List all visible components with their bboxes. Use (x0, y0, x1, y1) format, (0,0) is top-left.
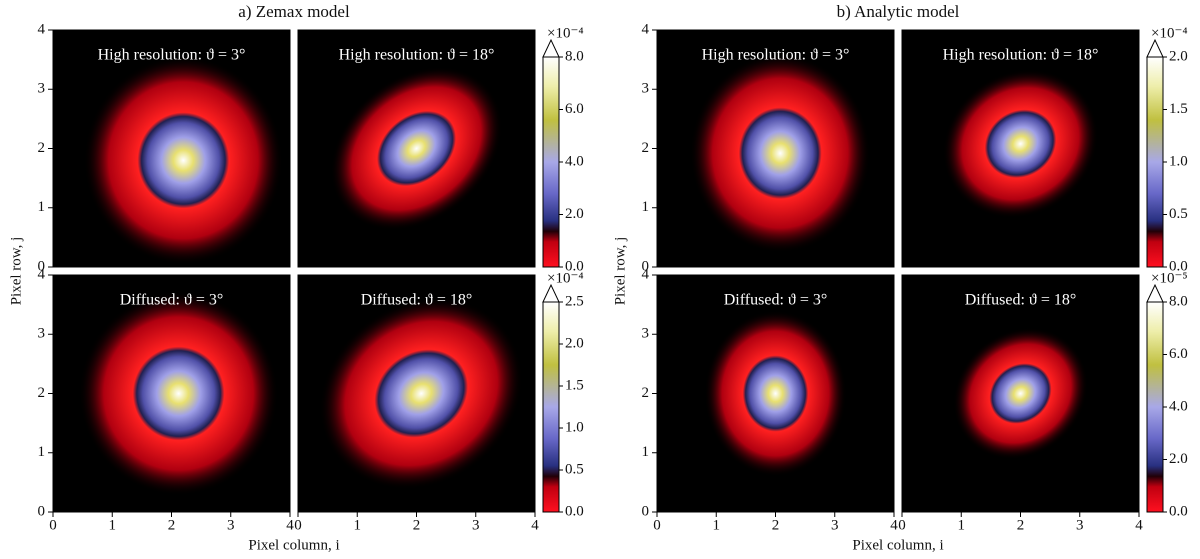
x-tick-label: 3 (831, 517, 839, 533)
x-tick-label: 4 (286, 517, 294, 533)
x-tick-label: 4 (1135, 517, 1143, 533)
panel-title: Diffused: ϑ = 3° (120, 292, 223, 309)
y-tick-label: 4 (642, 21, 650, 37)
intensity-blob (942, 69, 1099, 219)
intensity-blob (83, 56, 283, 265)
panel-title: High resolution: ϑ = 18° (339, 47, 495, 64)
x-tick-label: 3 (1076, 517, 1084, 533)
colorbar-tick-label: 0.5 (1169, 206, 1188, 222)
y-tick-label: 3 (642, 81, 650, 97)
colorbar-scale: ×10⁻⁴ (1151, 25, 1188, 41)
colorbar-tick-label: 2.5 (565, 293, 584, 309)
x-tick-label: 0 (49, 517, 57, 533)
y-tick-label: 2 (38, 140, 46, 156)
y-tick-label: 4 (38, 266, 46, 282)
colorbar-extend (542, 38, 560, 58)
colorbar-tick-label: 1.0 (1169, 153, 1188, 169)
colorbar-tick-label: 0.5 (565, 461, 584, 477)
intensity-blob (79, 291, 279, 496)
panel-frame (901, 29, 1140, 268)
y-tick-label: 1 (642, 199, 650, 215)
y-tick-label: 0 (642, 258, 650, 274)
colorbar-tick-label: 8.0 (565, 48, 584, 64)
y-tick-label: 3 (38, 326, 46, 342)
y-axis-label: Pixel row, j (8, 237, 24, 306)
x-axis-label: Pixel column, i (248, 537, 339, 553)
colorbar-tick-label: 2.0 (565, 206, 584, 222)
colorbar (1146, 56, 1164, 268)
y-tick-label: 3 (642, 326, 650, 342)
x-tick-label: 3 (472, 517, 480, 533)
x-tick-label: 2 (772, 517, 780, 533)
intensity-blob (704, 310, 847, 477)
y-tick-label: 0 (38, 258, 46, 274)
x-tick-label: 1 (109, 517, 117, 533)
x-tick-label: 0 (898, 517, 906, 533)
x-axis-label: Pixel column, i (852, 537, 943, 553)
colorbar-tick-label: 6.0 (565, 101, 584, 117)
colorbar (1146, 301, 1164, 513)
intensity-blob (319, 297, 523, 490)
colorbar-tick-label: 4.0 (565, 153, 584, 169)
y-tick-label: 3 (38, 81, 46, 97)
panel-frame (297, 29, 536, 268)
x-tick-label: 1 (958, 517, 966, 533)
figure-title: b) Analytic model (837, 2, 960, 21)
intensity-blob (330, 66, 503, 231)
colorbar-scale: ×10⁻⁴ (547, 270, 584, 286)
panel-title: High resolution: ϑ = 18° (943, 47, 1099, 64)
panel-title: Diffused: ϑ = 18° (361, 292, 472, 309)
y-tick-label: 2 (38, 385, 46, 401)
x-tick-label: 2 (168, 517, 176, 533)
x-tick-label: 4 (531, 517, 539, 533)
x-tick-label: 2 (413, 517, 421, 533)
colorbar-tick-label: 0.0 (1169, 503, 1188, 519)
y-tick-label: 4 (38, 21, 46, 37)
colorbar-tick-label: 2.0 (1169, 451, 1188, 467)
x-tick-label: 2 (1017, 517, 1025, 533)
y-tick-label: 1 (38, 444, 46, 460)
colorbar-tick-label: 2.0 (565, 335, 584, 351)
x-tick-label: 1 (713, 517, 721, 533)
y-tick-label: 2 (642, 140, 650, 156)
colorbar-tick-label: 6.0 (1169, 346, 1188, 362)
colorbar-tick-label: 1.0 (565, 419, 584, 435)
colorbar-tick-label: 0.0 (1169, 258, 1188, 274)
colorbar-tick-label: 8.0 (1169, 293, 1188, 309)
y-tick-label: 2 (642, 385, 650, 401)
y-tick-label: 1 (642, 444, 650, 460)
colorbar-scale: ×10⁻⁴ (547, 25, 584, 41)
colorbar-tick-label: 1.5 (565, 377, 584, 393)
intensity-blob (690, 53, 871, 253)
colorbar-tick-label: 1.5 (1169, 101, 1188, 117)
colorbar-tick-label: 0.0 (565, 258, 584, 274)
x-tick-label: 1 (354, 517, 362, 533)
x-tick-label: 0 (294, 517, 302, 533)
colorbar-extend (1146, 38, 1164, 58)
y-tick-label: 0 (38, 503, 46, 519)
colorbar (542, 56, 560, 268)
y-tick-label: 0 (642, 503, 650, 519)
y-tick-label: 4 (642, 266, 650, 282)
panel-title: High resolution: ϑ = 3° (702, 47, 850, 64)
colorbar-tick-label: 2.0 (1169, 48, 1188, 64)
y-tick-label: 1 (38, 199, 46, 215)
panel-title: Diffused: ϑ = 3° (724, 292, 827, 309)
figure-title: a) Zemax model (238, 2, 350, 21)
x-tick-label: 0 (653, 517, 661, 533)
x-tick-label: 3 (227, 517, 235, 533)
colorbar-scale: ×10⁻⁵ (1151, 270, 1188, 286)
x-tick-label: 4 (890, 517, 898, 533)
colorbar-extend (1146, 283, 1164, 303)
colorbar-tick-label: 0.0 (565, 503, 584, 519)
colorbar (542, 301, 560, 513)
intensity-blob (953, 327, 1088, 460)
panel-title: Diffused: ϑ = 18° (965, 292, 1076, 309)
colorbar-tick-label: 4.0 (1169, 398, 1188, 414)
colorbar-extend (542, 283, 560, 303)
y-axis-label: Pixel row, j (612, 237, 628, 306)
panel-title: High resolution: ϑ = 3° (98, 47, 246, 64)
